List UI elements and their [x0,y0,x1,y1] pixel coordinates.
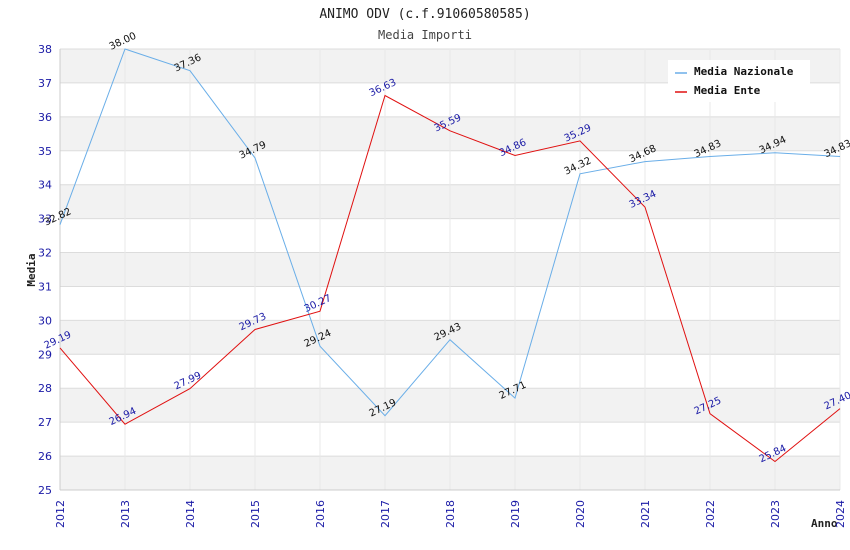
chart-subtitle: Media Importi [378,28,472,42]
y-axis-label: Media [25,253,38,286]
data-label: 34.32 [563,155,594,177]
y-tick-label: 36 [38,111,52,124]
legend: Media Nazionale Media Ente [668,60,810,102]
x-tick-label: 2023 [769,500,782,528]
chart-title: ANIMO ODV (c.f.91060580585) [319,7,530,22]
x-tick-label: 2015 [249,500,262,528]
x-ticks: 2012 2013 2014 2015 2016 2017 2018 2019 2020 2021… [54,500,847,528]
x-tick-label: 2024 [834,500,847,528]
series-lines [59,48,841,463]
y-tick-label: 35 [38,145,52,158]
legend-entry-media-ente: Media Ente [694,84,761,97]
legend-box [668,60,810,102]
y-tick-label: 34 [38,179,52,192]
series-line-media-ente [59,94,841,463]
y-tick-label: 29 [38,348,52,361]
y-tick-label: 32 [38,247,52,260]
y-tick-label: 25 [38,484,52,497]
legend-entry-media-nazionale: Media Nazionale [694,65,794,78]
x-tick-label: 2012 [54,500,67,528]
x-tick-label: 2016 [314,500,327,528]
grid-lines [59,48,841,491]
y-tick-label: 28 [38,382,52,395]
x-tick-label: 2022 [704,500,717,528]
x-tick-label: 2014 [184,500,197,528]
y-tick-label: 27 [38,416,52,429]
y-tick-label: 26 [38,450,52,463]
y-tick-label: 38 [38,43,52,56]
y-tick-label: 30 [38,314,52,327]
data-label: 32.82 [43,206,74,228]
y-tick-label: 31 [38,280,52,293]
series-line-media-nazionale [59,48,841,417]
x-tick-label: 2019 [509,500,522,528]
x-tick-label: 2013 [119,500,132,528]
y-ticks: 25 26 27 28 29 30 31 32 33 34 35 36 37 38 [38,43,52,497]
y-tick-label: 37 [38,77,52,90]
x-tick-label: 2017 [379,500,392,528]
x-tick-label: 2018 [444,500,457,528]
x-tick-label: 2021 [639,500,652,528]
y-tick-label: 33 [38,213,52,226]
x-tick-label: 2020 [574,500,587,528]
x-axis-label: Anno [811,517,838,530]
